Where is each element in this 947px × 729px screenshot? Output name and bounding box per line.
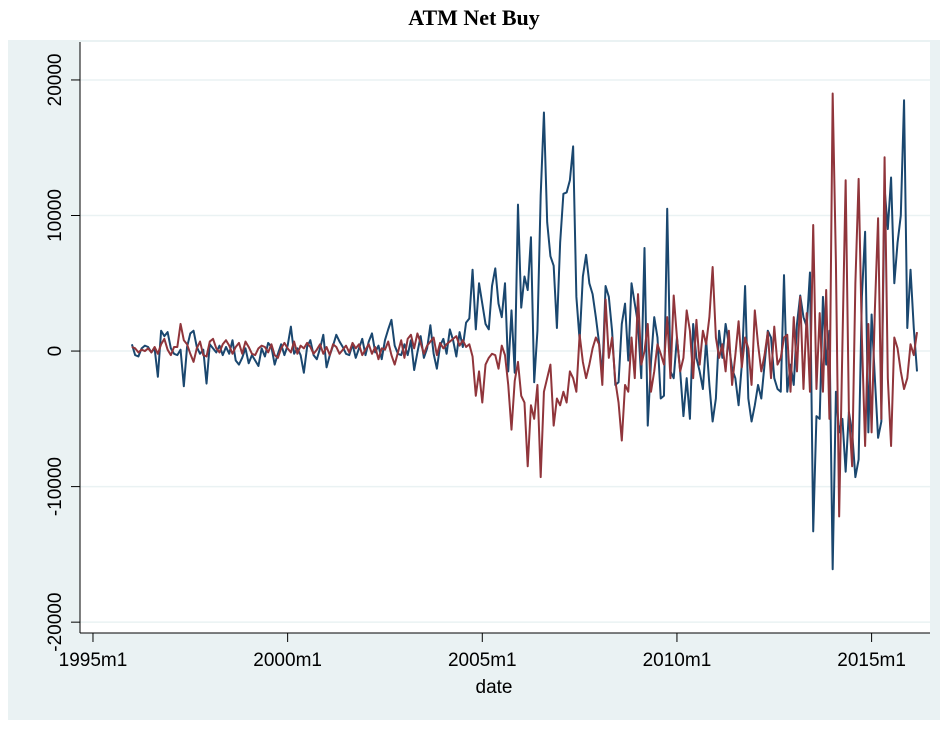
y-tick-label: -20000 [45, 593, 66, 652]
x-tick-label: 2005m1 [448, 650, 517, 671]
y-tick-label: 10000 [45, 189, 66, 242]
y-tick-label: 0 [45, 346, 66, 357]
series-line [131, 92, 919, 518]
x-axis-label: date [476, 677, 513, 698]
x-tick-label: 2015m1 [837, 650, 906, 671]
y-tick-label: -10000 [45, 457, 66, 516]
x-tick-label: 2010m1 [643, 650, 712, 671]
x-tick-label: 1995m1 [59, 650, 128, 671]
x-tick-label: 2000m1 [253, 650, 322, 671]
chart-title: ATM Net Buy [408, 5, 540, 30]
y-tick-label: 20000 [45, 54, 66, 107]
series-line [130, 99, 919, 571]
